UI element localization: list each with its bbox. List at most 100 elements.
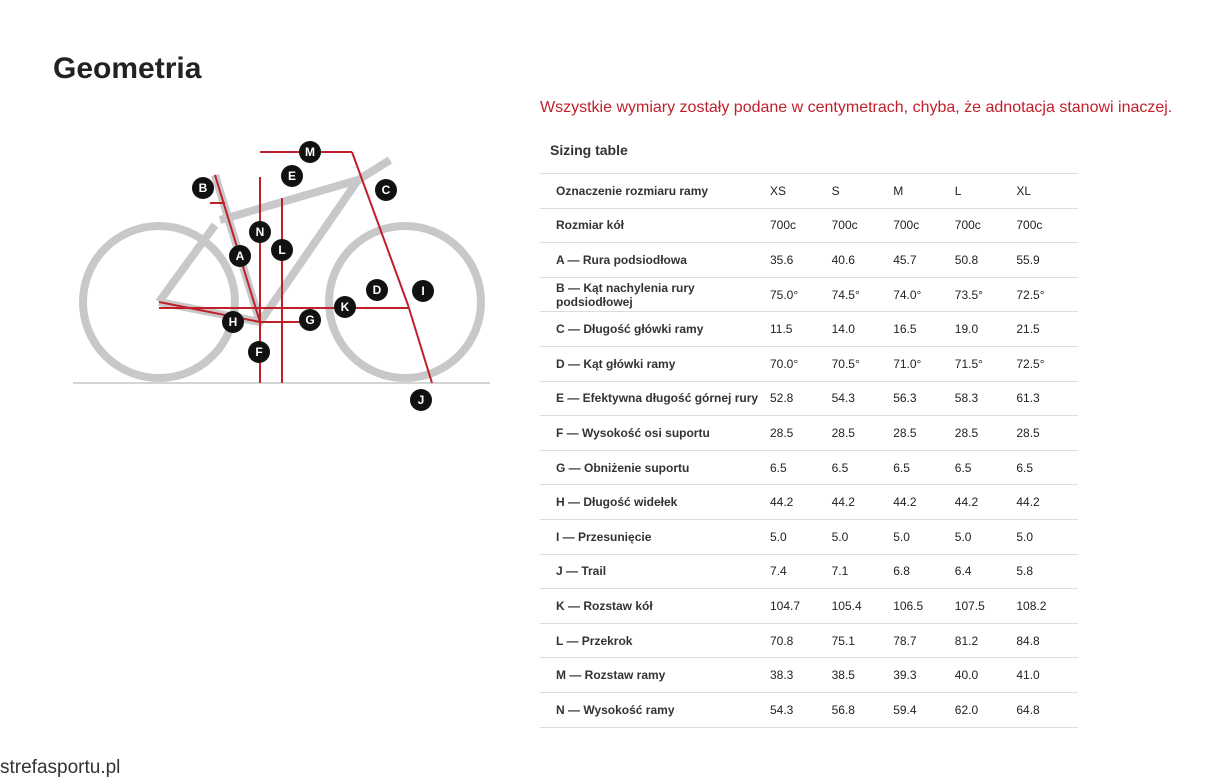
table-cell: 39.3 (893, 657, 955, 693)
page-title: Geometria (53, 52, 202, 85)
table-cell: 74.5° (831, 276, 894, 313)
table-cell: 35.6 (770, 242, 832, 278)
bike-diagram: A B C D E F G H I J K L M N (73, 141, 490, 411)
table-cell: 44.2 (770, 484, 832, 520)
table-cell: L (954, 173, 1017, 209)
table-cell: 28.5 (1016, 415, 1078, 451)
table-cell: J — Trail (540, 553, 770, 590)
table-cell: 50.8 (954, 242, 1017, 278)
table-cell: 84.8 (1016, 622, 1078, 659)
table-cell: 70.5° (831, 345, 894, 382)
table-cell: 64.8 (1016, 691, 1078, 728)
table-cell: 56.3 (893, 380, 955, 417)
table-row: A — Rura podsiodłowa 35.6 40.6 45.7 50.8 55.9 (540, 242, 1078, 278)
table-cell: 72.5° (1016, 276, 1078, 313)
table-cell: 5.0 (831, 518, 894, 555)
table-cell: 62.0 (954, 691, 1017, 728)
table-cell: 81.2 (954, 622, 1017, 659)
label-badge (192, 177, 214, 199)
table-cell: 54.3 (770, 691, 832, 728)
label-badge (229, 245, 251, 267)
table-cell: 54.3 (831, 380, 894, 417)
table-cell: 105.4 (831, 588, 894, 624)
label-badge (271, 239, 293, 261)
table-row: G — Obniżenie suportu 6.5 6.5 6.5 6.5 6.5 (540, 449, 1078, 486)
table-row: I — Przesunięcie 5.0 5.0 5.0 5.0 5.0 (540, 518, 1078, 555)
table-cell: 108.2 (1016, 588, 1078, 624)
dimension-label: J (418, 393, 425, 407)
table-cell: 6.5 (770, 449, 832, 486)
table-cell: 70.8 (770, 622, 832, 659)
table-cell: 5.0 (954, 518, 1017, 555)
table-cell: 6.5 (1016, 449, 1078, 486)
table-cell: M (893, 173, 955, 209)
label-badge (249, 221, 271, 243)
table-cell: K — Rozstaw kół (540, 588, 770, 624)
label-badge (334, 296, 356, 318)
table-cell: XL (1016, 173, 1078, 209)
table-cell: D — Kąt główki ramy (540, 345, 770, 382)
table-cell: 44.2 (1016, 484, 1078, 520)
table-cell: 700c (770, 207, 832, 244)
table-cell: 6.5 (954, 449, 1017, 486)
dimension-label: D (373, 283, 382, 297)
table-cell: 6.4 (954, 553, 1017, 590)
table-row: N — Wysokość ramy 54.3 56.8 59.4 62.0 64.8 (540, 691, 1078, 728)
dimension-labels: A B C D E F G H I J K L M N (192, 141, 434, 411)
table-cell: 28.5 (954, 415, 1017, 451)
table-cell: 106.5 (893, 588, 955, 624)
table-row: H — Długość widełek 44.2 44.2 44.2 44.2 44.2 (540, 484, 1078, 520)
table-row: J — Trail 7.4 7.1 6.8 6.4 5.8 (540, 553, 1078, 590)
dimension-label: B (199, 181, 208, 195)
table-row: K — Rozstaw kół 104.7 105.4 106.5 107.5 108.2 (540, 588, 1078, 624)
table-cell: E — Efektywna długość górnej rury (540, 380, 770, 417)
table-cell: M — Rozstaw ramy (540, 657, 770, 693)
table-cell: Oznaczenie rozmiaru ramy (540, 173, 770, 209)
table-cell: 104.7 (770, 588, 832, 624)
dimension-label: F (255, 345, 262, 359)
table-cell: G — Obniżenie suportu (540, 449, 770, 486)
table-cell: 700c (1016, 207, 1078, 244)
table-cell: Rozmiar kół (540, 207, 770, 244)
table-cell: 56.8 (831, 691, 894, 728)
label-badge (366, 279, 388, 301)
table-cell: 28.5 (770, 415, 832, 451)
dimension-label: I (421, 284, 424, 298)
table-cell: 7.4 (770, 553, 832, 590)
label-badge (412, 280, 434, 302)
table-row: L — Przekrok 70.8 75.1 78.7 81.2 84.8 (540, 622, 1078, 659)
table-cell: B — Kąt nachylenia rury podsiodłowej (540, 276, 770, 313)
watermark: strefasportu.pl (0, 757, 121, 778)
table-cell: 44.2 (954, 484, 1017, 520)
table-cell: 6.8 (893, 553, 955, 590)
table-cell: A — Rura podsiodłowa (540, 242, 770, 278)
table-row: Oznaczenie rozmiaru ramy XS S M L XL (540, 173, 1078, 209)
label-badge (375, 179, 397, 201)
table-cell: 21.5 (1016, 311, 1078, 347)
dimension-label: C (382, 183, 391, 197)
table-cell: 38.5 (831, 657, 894, 693)
table-cell: 700c (893, 207, 955, 244)
table-cell: XS (770, 173, 832, 209)
table-cell: 38.3 (770, 657, 832, 693)
dimension-label: E (288, 169, 296, 183)
table-cell: 45.7 (893, 242, 955, 278)
table-cell: 55.9 (1016, 242, 1078, 278)
dimension-label: A (236, 249, 245, 263)
table-cell: N — Wysokość ramy (540, 691, 770, 728)
table-cell: 52.8 (770, 380, 832, 417)
table-cell: 19.0 (954, 311, 1017, 347)
dimension-label: H (229, 315, 238, 329)
table-cell: 700c (954, 207, 1017, 244)
table-cell: 71.0° (893, 345, 955, 382)
table-cell: 71.5° (954, 345, 1017, 382)
label-badge (299, 141, 321, 163)
table-cell: 7.1 (831, 553, 894, 590)
table-cell: 70.0° (770, 345, 832, 382)
table-cell: 72.5° (1016, 345, 1078, 382)
table-row: M — Rozstaw ramy 38.3 38.5 39.3 40.0 41.0 (540, 657, 1078, 693)
table-cell: 75.1 (831, 622, 894, 659)
table-cell: 58.3 (954, 380, 1017, 417)
table-cell: 5.0 (893, 518, 955, 555)
table-cell: 40.6 (831, 242, 894, 278)
